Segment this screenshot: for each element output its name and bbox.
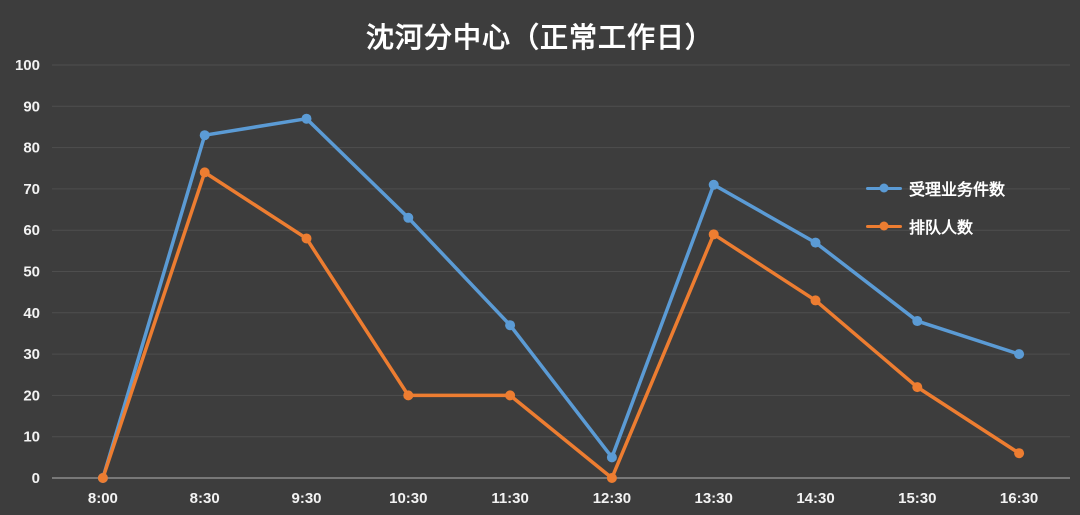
data-point-marker <box>199 167 210 178</box>
y-tick-label: 100 <box>15 57 40 74</box>
y-tick-label: 70 <box>23 181 40 198</box>
legend-label-series1: 受理业务件数 <box>909 182 1006 199</box>
data-point-marker <box>403 390 414 401</box>
x-tick-label: 13:30 <box>695 490 733 507</box>
series-line-2 <box>101 170 1021 480</box>
y-tick-label: 60 <box>23 222 40 239</box>
x-tick-label: 10:30 <box>389 490 427 507</box>
series1-line-marker-icon <box>866 183 902 193</box>
y-tick-label: 0 <box>32 470 40 487</box>
data-point-marker <box>97 473 108 483</box>
data-point-marker <box>912 382 923 393</box>
y-tick-label: 80 <box>23 140 40 157</box>
data-point-marker <box>199 130 210 141</box>
data-point-marker <box>708 229 719 240</box>
data-point-marker <box>1014 448 1025 459</box>
data-point-marker <box>505 390 516 401</box>
y-tick-label: 40 <box>23 305 40 322</box>
data-point-marker <box>912 316 923 327</box>
series-line-1 <box>101 116 1021 480</box>
data-point-marker <box>708 179 719 190</box>
legend: 受理业务件数 排队人数 <box>866 176 1005 238</box>
chart-title: 沈河分中心（正常工作日） <box>365 22 714 53</box>
x-tick-label: 15:30 <box>898 490 936 507</box>
data-point-marker <box>403 212 414 223</box>
x-tick-label: 8:30 <box>190 490 220 507</box>
series2-line-marker-icon <box>866 221 902 231</box>
data-point-marker <box>301 233 312 244</box>
y-tick-label: 30 <box>23 346 40 363</box>
x-tick-label: 8:00 <box>88 490 118 507</box>
y-tick-label: 50 <box>23 264 40 281</box>
legend-label-series2: 排队人数 <box>909 220 974 237</box>
y-tick-label: 20 <box>23 387 40 404</box>
data-point-marker <box>1014 349 1025 360</box>
legend-item-series1: 受理业务件数 <box>866 176 1005 200</box>
data-point-marker <box>810 237 821 248</box>
y-tick-label: 10 <box>23 429 40 446</box>
y-tick-label: 90 <box>23 98 40 115</box>
data-point-marker <box>810 295 821 306</box>
data-point-marker <box>606 452 617 463</box>
data-point-marker <box>301 113 312 124</box>
x-tick-label: 11:30 <box>491 490 529 507</box>
x-tick-label: 14:30 <box>796 490 834 507</box>
legend-item-series2: 排队人数 <box>866 214 1005 238</box>
x-tick-label: 9:30 <box>291 490 321 507</box>
data-point-marker <box>505 320 516 331</box>
x-tick-label: 16:30 <box>1000 490 1038 507</box>
data-point-marker <box>606 473 617 483</box>
x-tick-label: 12:30 <box>593 490 631 507</box>
